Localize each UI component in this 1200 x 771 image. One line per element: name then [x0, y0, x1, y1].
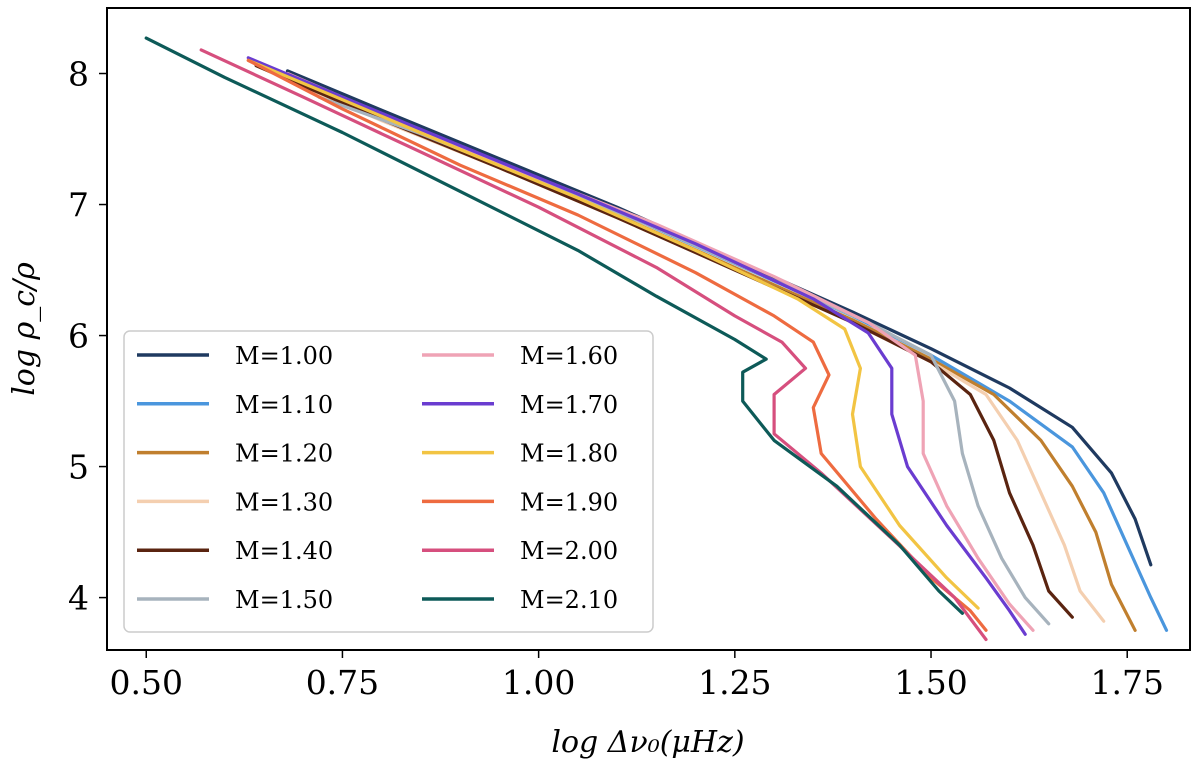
x-tick-label: 0.50 — [109, 663, 182, 702]
legend-label: M=2.10 — [520, 586, 618, 614]
series-line-210 — [144, 36, 964, 615]
legend-label: M=1.80 — [520, 440, 618, 468]
series-line-140 — [254, 63, 1074, 619]
x-tick-label: 1.50 — [894, 663, 967, 702]
series-line-180 — [246, 58, 980, 610]
x-tick-label: 0.75 — [306, 663, 379, 702]
legend-label: M=1.30 — [235, 488, 333, 516]
legend-label: M=2.00 — [520, 537, 618, 565]
series-line-170 — [246, 56, 1027, 636]
x-axis-ticks: 0.50 0.75 1.00 1.25 1.50 1.75 — [109, 650, 1164, 702]
y-axis-label: log ρ_c/ρ — [7, 262, 42, 396]
legend-frame — [123, 330, 654, 633]
legend-label: M=1.90 — [520, 488, 618, 516]
y-tick-label: 7 — [68, 186, 89, 225]
y-tick-label: 8 — [68, 55, 89, 94]
series-layer — [144, 36, 1169, 642]
legend-label: M=1.20 — [235, 440, 333, 468]
x-tick-label: 1.75 — [1090, 663, 1163, 702]
x-axis-label: log Δν₀(μHz) — [551, 725, 744, 760]
x-tick-label: 1.25 — [698, 663, 771, 702]
legend-label: M=1.70 — [520, 391, 618, 419]
y-tick-label: 6 — [68, 317, 89, 356]
series-line-100 — [285, 69, 1153, 567]
legend-label: M=1.00 — [235, 342, 333, 370]
y-axis-ticks: 4 5 6 7 8 — [68, 55, 107, 618]
y-tick-label: 4 — [68, 579, 89, 618]
y-tick-label: 5 — [68, 448, 89, 487]
legend-label: M=1.40 — [235, 537, 333, 565]
legend: M=1.00 M=1.10 M=1.20 M=1.30 M=1.40 M=1.50 M=1.… — [123, 330, 654, 633]
x-tick-label: 1.00 — [502, 663, 575, 702]
legend-label: M=1.50 — [235, 586, 333, 614]
legend-label: M=1.10 — [235, 391, 333, 419]
legend-label: M=1.60 — [520, 342, 618, 370]
plot-frame — [106, 7, 1191, 651]
